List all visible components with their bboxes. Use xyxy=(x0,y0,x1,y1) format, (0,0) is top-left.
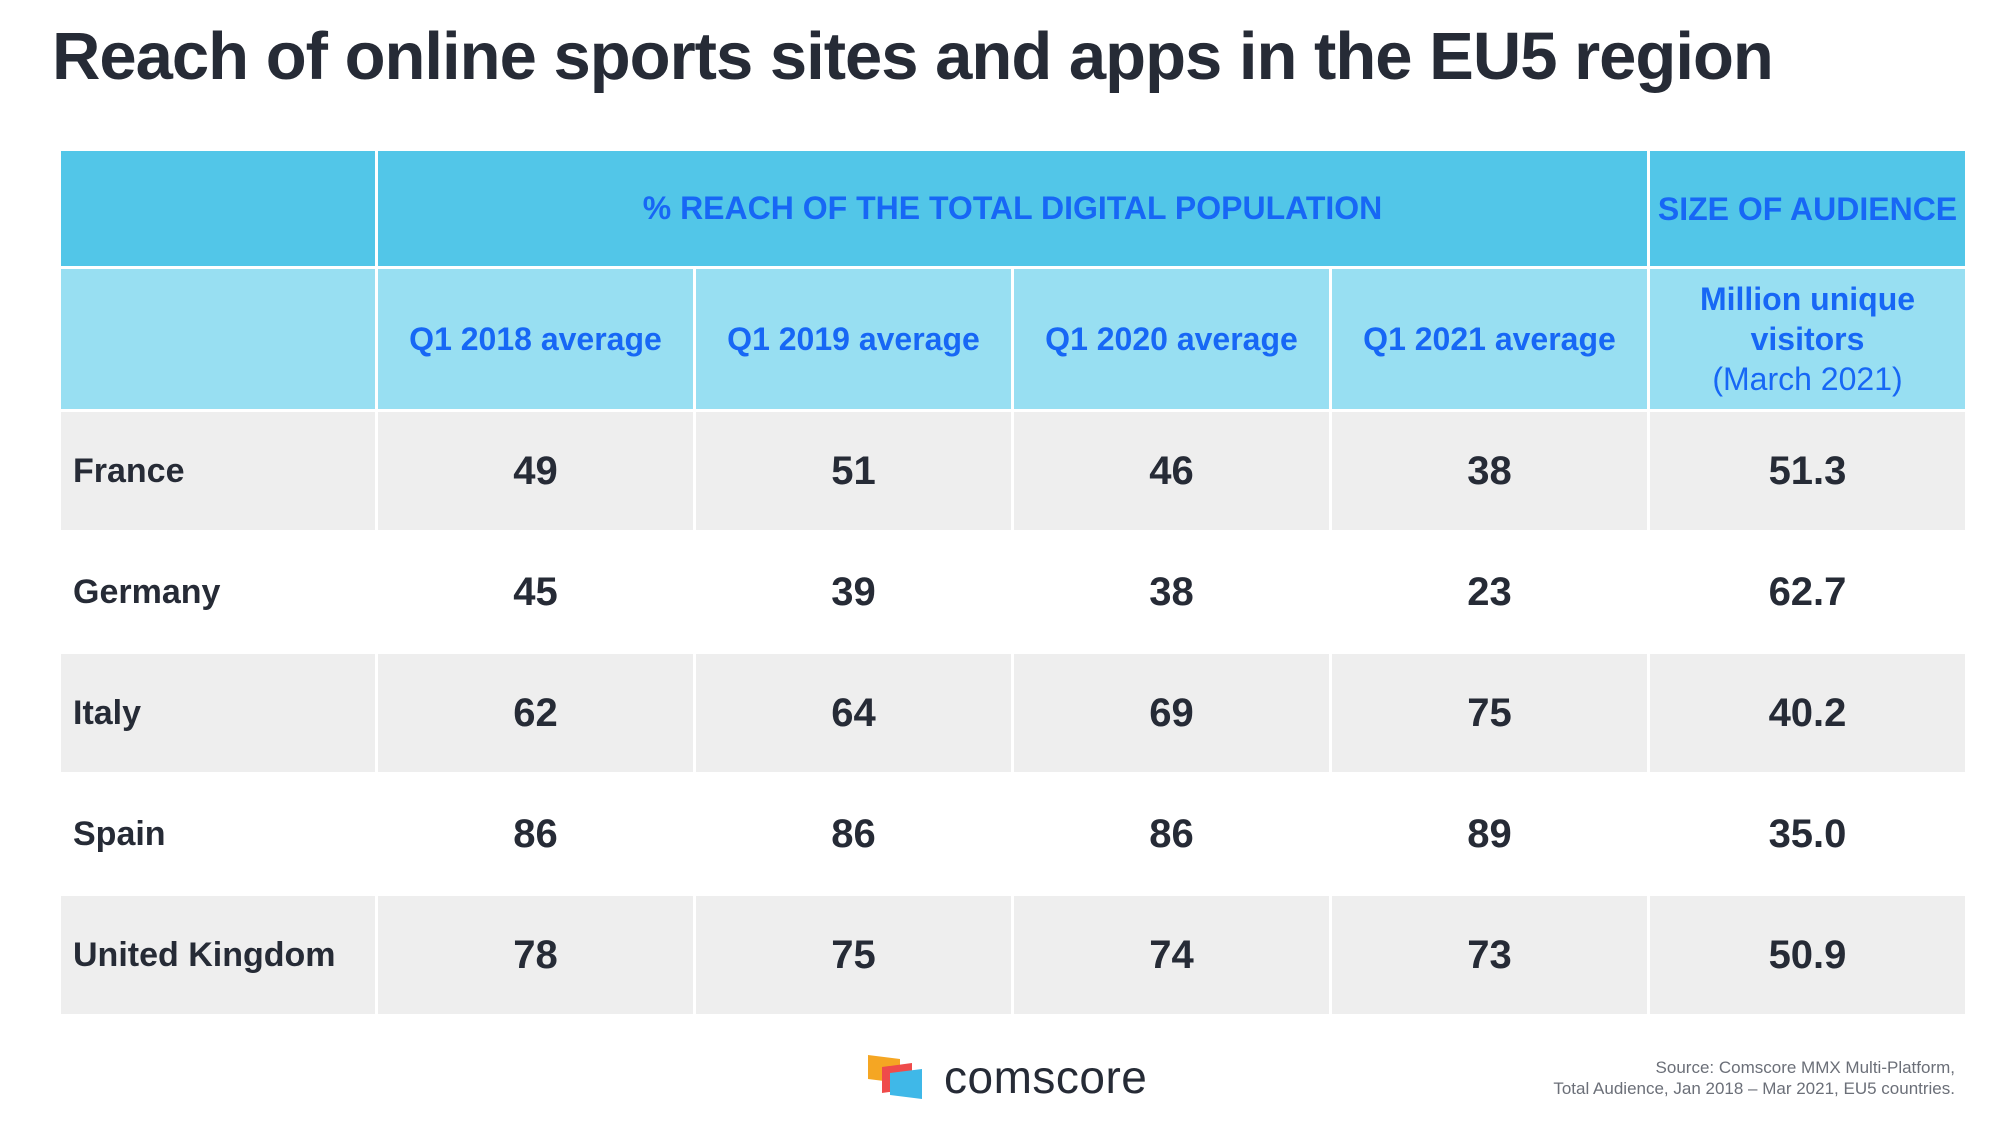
cell-q1-2020: 74 xyxy=(1011,893,1332,1017)
cell-q1-2019: 51 xyxy=(693,409,1014,533)
cell-q1-2018: 86 xyxy=(375,772,696,896)
cell-q1-2021: 23 xyxy=(1329,530,1650,654)
cell-q1-2019: 39 xyxy=(693,530,1014,654)
reach-table: % REACH OF THE TOTAL DIGITAL POPULATION … xyxy=(58,148,1968,1017)
row-country: France xyxy=(58,409,378,533)
column-header-q1-2021: Q1 2021 average xyxy=(1329,266,1650,412)
source-note: Source: Comscore MMX Multi-Platform, Tot… xyxy=(1553,1057,1955,1099)
page-title: Reach of online sports sites and apps in… xyxy=(52,19,1774,94)
cell-q1-2018: 78 xyxy=(375,893,696,1017)
cell-q1-2021: 75 xyxy=(1329,651,1650,775)
cell-q1-2021: 89 xyxy=(1329,772,1650,896)
column-header-q1-2019: Q1 2019 average xyxy=(693,266,1014,412)
cell-q1-2019: 64 xyxy=(693,651,1014,775)
table-column-header-row: Q1 2018 average Q1 2019 average Q1 2020 … xyxy=(58,266,1968,412)
reach-group-header: % REACH OF THE TOTAL DIGITAL POPULATION xyxy=(375,148,1650,269)
table-row: Germany 45 39 38 23 62.7 xyxy=(58,530,1968,654)
column-header-q1-2018: Q1 2018 average xyxy=(375,266,696,412)
table-row: France 49 51 46 38 51.3 xyxy=(58,409,1968,533)
cell-q1-2021: 38 xyxy=(1329,409,1650,533)
cell-q1-2019: 75 xyxy=(693,893,1014,1017)
size-header-main: Million unique visitors xyxy=(1699,281,1916,357)
source-line-1: Source: Comscore MMX Multi-Platform, xyxy=(1655,1058,1955,1077)
comscore-logo: comscore xyxy=(866,1050,1147,1104)
cell-size: 40.2 xyxy=(1647,651,1968,775)
table-row: United Kingdom 78 75 74 73 50.9 xyxy=(58,893,1968,1017)
cell-q1-2018: 45 xyxy=(375,530,696,654)
table-row: Spain 86 86 86 89 35.0 xyxy=(58,772,1968,896)
cell-q1-2018: 49 xyxy=(375,409,696,533)
cell-q1-2020: 86 xyxy=(1011,772,1332,896)
cell-q1-2020: 69 xyxy=(1011,651,1332,775)
row-country: Italy xyxy=(58,651,378,775)
cell-q1-2018: 62 xyxy=(375,651,696,775)
column-header-size: Million unique visitors (March 2021) xyxy=(1647,266,1968,412)
header-blank-cell xyxy=(58,266,378,412)
row-country: United Kingdom xyxy=(58,893,378,1017)
cell-q1-2020: 46 xyxy=(1011,409,1332,533)
cell-size: 50.9 xyxy=(1647,893,1968,1017)
cell-size: 35.0 xyxy=(1647,772,1968,896)
column-header-q1-2020: Q1 2020 average xyxy=(1011,266,1332,412)
size-header-sub: (March 2021) xyxy=(1712,361,1903,397)
source-line-2: Total Audience, Jan 2018 – Mar 2021, EU5… xyxy=(1553,1079,1955,1098)
comscore-wordmark: comscore xyxy=(944,1051,1148,1103)
table-group-header-row: % REACH OF THE TOTAL DIGITAL POPULATION … xyxy=(58,148,1968,269)
table-row: Italy 62 64 69 75 40.2 xyxy=(58,651,1968,775)
row-country: Spain xyxy=(58,772,378,896)
comscore-logo-icon xyxy=(868,1055,922,1099)
cell-size: 62.7 xyxy=(1647,530,1968,654)
cell-q1-2021: 73 xyxy=(1329,893,1650,1017)
cell-q1-2019: 86 xyxy=(693,772,1014,896)
cell-size: 51.3 xyxy=(1647,409,1968,533)
size-group-header: SIZE OF AUDIENCE xyxy=(1647,148,1968,269)
row-country: Germany xyxy=(58,530,378,654)
header-blank-cell xyxy=(58,148,378,269)
cell-q1-2020: 38 xyxy=(1011,530,1332,654)
